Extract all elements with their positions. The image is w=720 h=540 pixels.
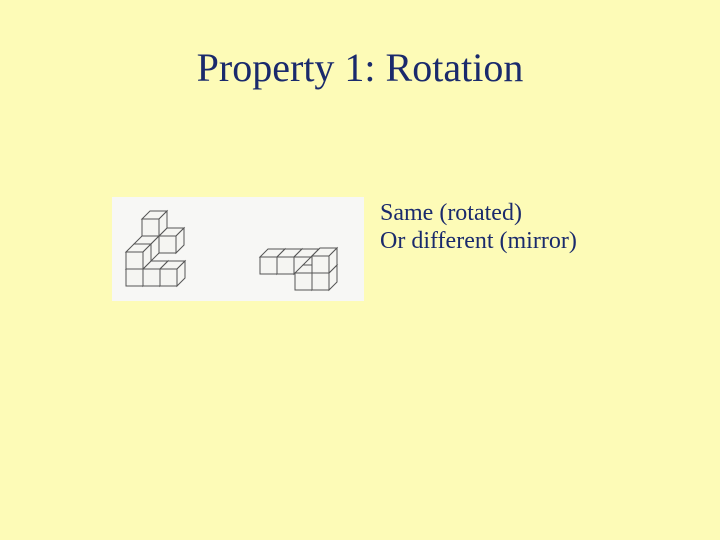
rotation-diagram [112, 197, 364, 301]
cubes-svg [112, 197, 364, 301]
slide-title: Property 1: Rotation [0, 44, 720, 91]
caption-block: Same (rotated) Or different (mirror) [380, 200, 577, 255]
caption-line-1: Same (rotated) [380, 200, 577, 228]
caption-line-2: Or different (mirror) [380, 228, 577, 256]
